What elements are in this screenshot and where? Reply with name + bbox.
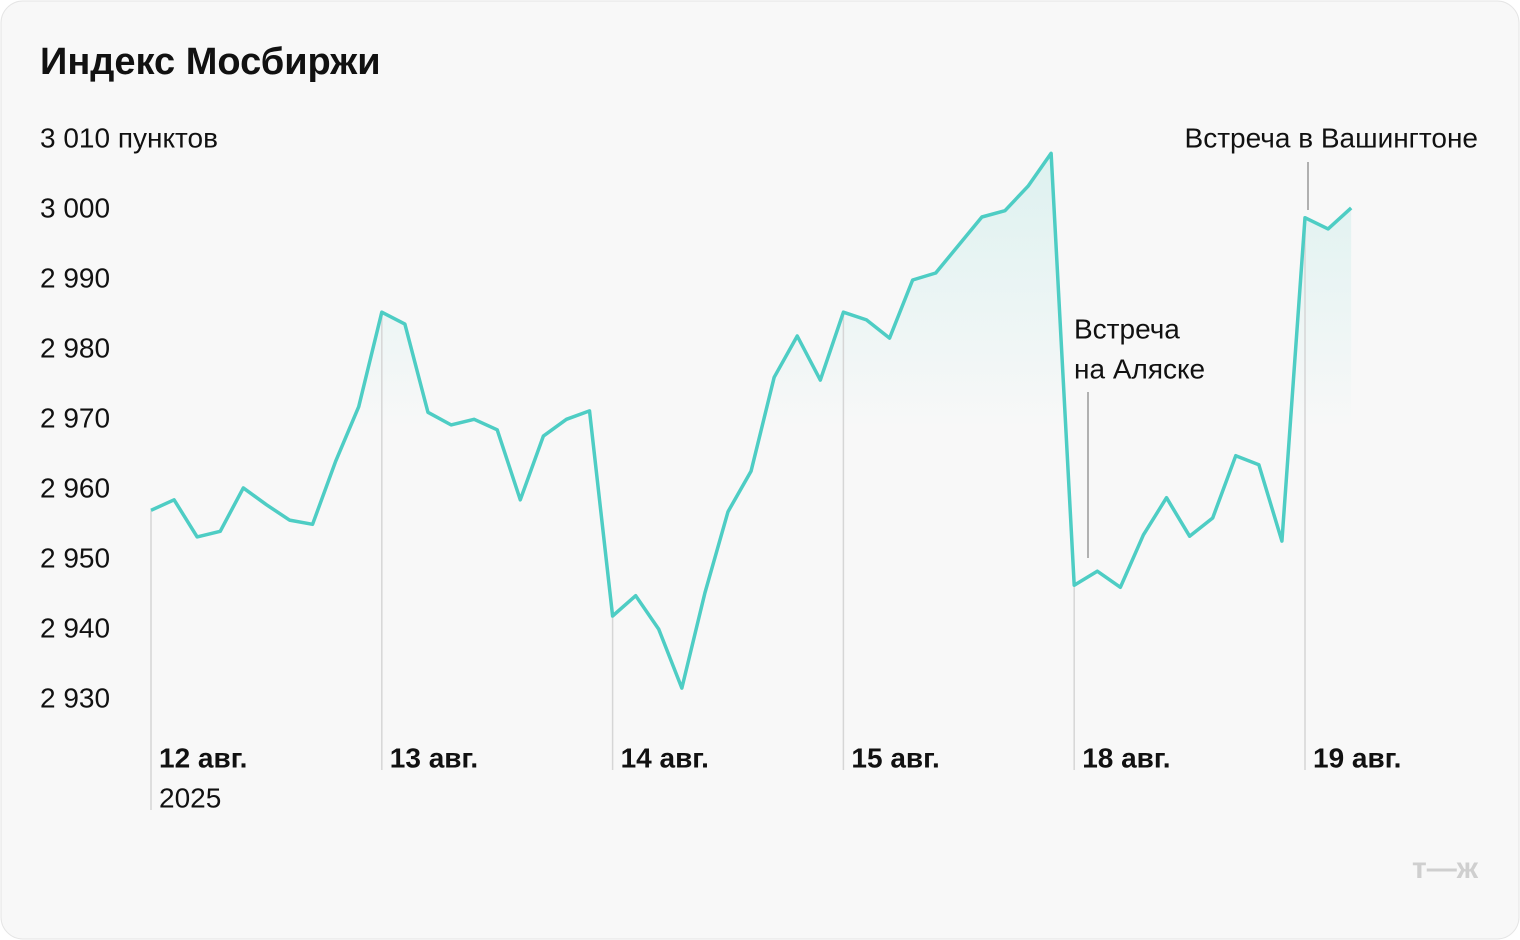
area xyxy=(151,153,1352,701)
logo: т—ж xyxy=(1412,852,1479,885)
x-tick-label: 12 авг. xyxy=(159,742,247,773)
y-tick-label: 2 930 xyxy=(40,682,110,713)
x-tick-label: 18 авг. xyxy=(1082,742,1170,773)
y-tick-label: 3 010 пунктов xyxy=(40,122,218,153)
annotation: Встреча в Вашингтоне xyxy=(1185,122,1478,153)
y-tick-label: 2 980 xyxy=(40,332,110,363)
year-label: 2025 xyxy=(159,782,221,813)
y-tick-label: 2 940 xyxy=(40,612,110,643)
y-tick-label: 2 960 xyxy=(40,472,110,503)
x-tick-label: 19 авг. xyxy=(1313,742,1401,773)
annotation: Встреча xyxy=(1074,313,1180,344)
line xyxy=(150,151,1353,690)
y-tick-label: 2 990 xyxy=(40,262,110,293)
annotation: на Аляске xyxy=(1074,353,1205,384)
chart-title: Индекс Мосбиржи xyxy=(40,41,381,83)
x-tick-label: 13 авг. xyxy=(390,742,478,773)
x-tick-label: 14 авг. xyxy=(621,742,709,773)
y-tick-label: 2 970 xyxy=(40,402,110,433)
y-tick-label: 3 000 xyxy=(40,192,110,223)
y-tick-label: 2 950 xyxy=(40,542,110,573)
x-tick-label: 15 авг. xyxy=(851,742,939,773)
